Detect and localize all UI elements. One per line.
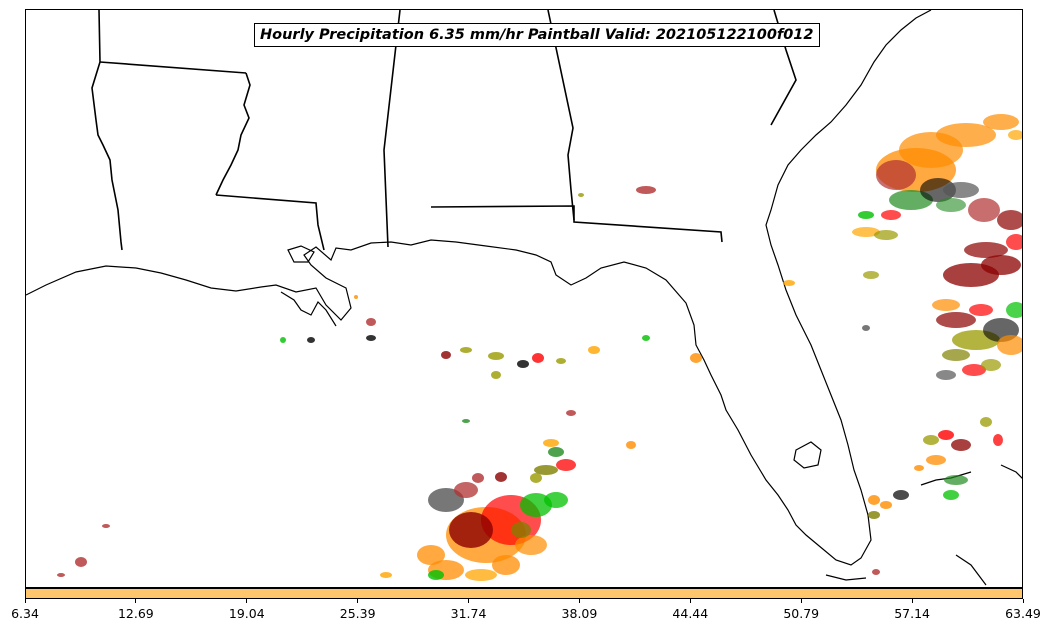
state-boundaries: [91, 10, 797, 251]
precipitation-paintball: [57, 114, 1022, 581]
colorbar-tick-label: 19.04: [228, 606, 265, 621]
colorbar-tick-mark: [1022, 599, 1024, 603]
colorbar: [25, 588, 1023, 599]
precipitation-map: [26, 10, 1022, 586]
colorbar-tick-label: 25.39: [339, 606, 376, 621]
map-title: Hourly Precipitation 6.35 mm/hr Paintbal…: [260, 27, 814, 43]
colorbar-tick-mark: [468, 599, 470, 603]
map-title-box: Hourly Precipitation 6.35 mm/hr Paintbal…: [254, 23, 820, 47]
colorbar-tick-label: 38.09: [561, 606, 598, 621]
colorbar-tick-mark: [246, 599, 248, 603]
colorbar-tick-mark: [135, 599, 137, 603]
colorbar-tick-mark: [24, 599, 26, 603]
colorbar-tick-label: 12.69: [117, 606, 154, 621]
colorbar-tick-label: 44.44: [672, 606, 709, 621]
colorbar-tick-label: 31.74: [450, 606, 487, 621]
map-panel: Hourly Precipitation 6.35 mm/hr Paintbal…: [25, 9, 1023, 588]
coastline: [26, 10, 1022, 586]
colorbar-tick-mark: [689, 599, 691, 603]
colorbar-tick-mark: [578, 599, 580, 603]
colorbar-tick-label: 57.14: [894, 606, 931, 621]
colorbar-tick-mark: [911, 599, 913, 603]
colorbar-tick-mark: [800, 599, 802, 603]
colorbar-tick-mark: [357, 599, 359, 603]
colorbar-tick-label: 6.34: [11, 606, 39, 621]
colorbar-tick-label: 63.49: [1005, 606, 1041, 621]
colorbar-tick-label: 50.79: [783, 606, 820, 621]
